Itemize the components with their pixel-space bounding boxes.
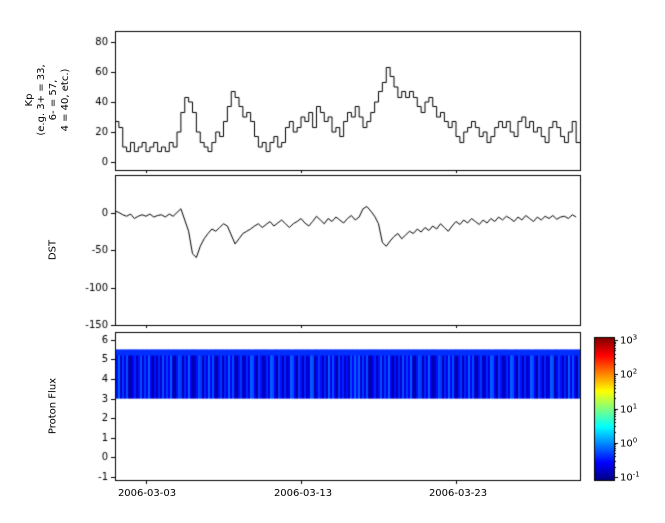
colorbar-tick-base: 10 (620, 335, 633, 347)
colorbar-tick-exponent: 0 (632, 436, 638, 445)
colorbar-tick-base: 10 (620, 404, 633, 416)
colorbar-tick-exponent: 3 (632, 333, 638, 342)
kp-axis-label-line: (e.g. 3+ = 33, (36, 64, 47, 136)
kp-axis-label-line: Kp (24, 93, 35, 107)
proton-flux-axis-label: Proton Flux (47, 377, 59, 435)
x-tick-label: 2006-03-13 (273, 488, 333, 499)
colorbar-tick-label: 102 (620, 367, 637, 380)
colorbar-tick-base: 10 (620, 438, 633, 450)
colorbar-tick-label: 10-1 (620, 470, 640, 483)
x-tick-label: 2006-03-03 (117, 488, 177, 499)
dst-axis-label: DST (47, 239, 59, 261)
colorbar-tick-label: 101 (620, 402, 637, 415)
colorbar-tick-exponent: -1 (632, 470, 640, 479)
colorbar-tick-base: 10 (620, 472, 633, 484)
colorbar-tick-base: 10 (620, 369, 633, 381)
colorbar-tick-exponent: 2 (632, 367, 638, 376)
colorbar-tick-label: 100 (620, 436, 637, 449)
colorbar-tick-exponent: 1 (632, 402, 638, 411)
kp-axis-label-line: 4 = 40, etc.) (60, 68, 71, 132)
colorbar-tick-label: 103 (620, 333, 637, 346)
kp-axis-label-line: 6- = 57, (48, 79, 59, 121)
kp-axis-label: Kp (e.g. 3+ = 33, 6- = 57, 4 = 40, etc.) (24, 64, 72, 135)
x-tick-label: 2006-03-23 (428, 488, 488, 499)
